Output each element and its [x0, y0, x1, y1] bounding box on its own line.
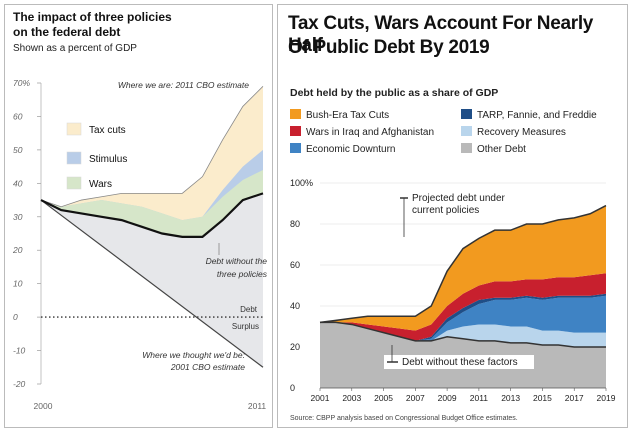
- left-annotation-cbo-2001-1: Where we thought we'd be:: [142, 350, 245, 360]
- right-annotation-without-box: [384, 355, 534, 369]
- right-annotation-projected-box: [406, 189, 524, 217]
- right-xtick-label: 2007: [406, 393, 425, 403]
- left-annotation-cbo-2011: Where we are: 2011 CBO estimate: [118, 80, 249, 90]
- right-xtick-label: 2019: [597, 393, 616, 403]
- left-chart-svg: 70% 60 50 40 30 20 10 0 -10 -20 2000 2011 Tax cuts St…: [12, 78, 268, 411]
- right-xtick-label: 2011: [470, 393, 489, 403]
- right-xtick-label: 2003: [342, 393, 361, 403]
- left-legend-swatch-stimulus: [66, 151, 82, 165]
- right-subtitle: Debt held by the public as a share of GD…: [290, 87, 499, 99]
- right-legend-swatch-bush-era-tax-cuts: [290, 109, 301, 119]
- right-ytick-label: 20: [290, 342, 300, 352]
- left-ytick-label: 30: [13, 212, 23, 222]
- right-legend-swatch-economic-downturn: [290, 143, 301, 153]
- left-subtitle: Shown as a percent of GDP: [13, 43, 137, 54]
- right-chart-panel: Tax Cuts, Wars Account For Nearly Half O…: [277, 4, 628, 428]
- left-legend-label-tax-cuts: Tax cuts: [89, 125, 126, 136]
- left-ytick-label: -10: [13, 346, 26, 356]
- left-ytick-label: 10: [13, 279, 23, 289]
- left-annotation-without-1: Debt without the: [206, 256, 268, 266]
- left-title-line2: on the federal debt: [13, 25, 121, 39]
- left-annotation-debt: Debt: [240, 305, 258, 314]
- right-xtick-label: 2001: [311, 393, 330, 403]
- right-annotation-projected-1: Projected debt under: [412, 193, 506, 204]
- right-legend-label-other-debt: Other Debt: [477, 144, 526, 155]
- right-annotation-projected-2: current policies: [412, 205, 479, 216]
- right-ytick-label: 100%: [290, 178, 313, 188]
- left-annotation-surplus: Surplus: [232, 322, 259, 331]
- right-xtick-label: 2005: [374, 393, 393, 403]
- left-xtick-label: 2000: [34, 401, 53, 411]
- right-xtick-label: 2015: [533, 393, 552, 403]
- left-xtick-label: 2011: [248, 401, 267, 411]
- right-projected-debt-line: [319, 204, 607, 324]
- left-chart-panel: The impact of three policies on the fede…: [4, 4, 273, 428]
- left-title-line1: The impact of three policies: [13, 10, 172, 24]
- left-ytick-label: 50: [13, 145, 23, 155]
- left-ytick-label: 0: [13, 312, 18, 322]
- right-legend-swatch-wars-in-iraq-and-afghanistan: [290, 126, 301, 136]
- right-chart-svg: Bush-Era Tax Cuts TARP, Fannie, and Fredd…: [290, 109, 616, 422]
- right-legend-swatch-recovery-measures: [461, 126, 472, 136]
- left-annotation-without-2: three policies: [217, 269, 268, 279]
- right-ytick-label: 0: [290, 383, 295, 393]
- right-title-line1: Tax Cuts, Wars Account For Nearly Half: [288, 13, 594, 56]
- left-legend-label-stimulus: Stimulus: [89, 154, 127, 165]
- left-legend-swatch-wars: [66, 176, 82, 190]
- right-xtick-label: 2013: [501, 393, 520, 403]
- right-title-line2: Of Public Debt By 2019: [288, 37, 490, 58]
- left-ytick-label: -20: [13, 379, 26, 389]
- left-cbo-2011-line: [40, 86, 264, 208]
- left-area-wars: [41, 169, 263, 237]
- right-legend-label-bush-era-tax-cuts: Bush-Era Tax Cuts: [306, 110, 389, 121]
- right-legend-swatch-other-debt: [461, 143, 472, 153]
- right-source-note: Source: CBPP analysis based on Congressi…: [290, 415, 518, 422]
- right-legend-label-economic-downturn: Economic Downturn: [306, 144, 395, 155]
- right-xtick-label: 2009: [438, 393, 457, 403]
- right-area-economic-downturn: [320, 295, 606, 341]
- right-legend-label-tarp-fannie-and-freddie: TARP, Fannie, and Freddie: [477, 110, 597, 121]
- right-area-recovery-measures: [320, 322, 606, 347]
- right-area-wars-in-iraq-and-afghanistan: [320, 273, 606, 341]
- right-ytick-label: 40: [290, 301, 300, 311]
- right-ytick-label: 60: [290, 260, 300, 270]
- right-area-bush-era-tax-cuts: [320, 205, 606, 331]
- left-ytick-label: 40: [13, 178, 23, 188]
- left-legend-swatch-tax-cuts: [66, 122, 82, 136]
- left-ytick-label: 70%: [13, 78, 30, 88]
- left-area-tax-cuts: [41, 86, 263, 237]
- right-annotation-without: Debt without these factors: [402, 357, 518, 368]
- left-debt-without-line: [40, 192, 264, 238]
- left-annotation-cbo-2001-2: 2001 CBO estimate: [170, 362, 245, 372]
- left-ytick-label: 60: [13, 111, 23, 121]
- left-ytick-label: 20: [12, 245, 23, 255]
- right-debt-without-line: [320, 321, 606, 348]
- right-ytick-label: 80: [290, 219, 300, 229]
- left-cbo-2001-line: [40, 199, 264, 368]
- left-legend-label-wars: Wars: [89, 179, 112, 190]
- right-legend-swatch-tarp-fannie-and-freddie: [461, 109, 472, 119]
- right-xtick-label: 2017: [565, 393, 584, 403]
- right-legend-label-recovery-measures: Recovery Measures: [477, 127, 566, 138]
- left-baseline-area: [41, 193, 263, 368]
- right-legend-label-wars-in-iraq-and-afghanistan: Wars in Iraq and Afghanistan: [306, 127, 434, 138]
